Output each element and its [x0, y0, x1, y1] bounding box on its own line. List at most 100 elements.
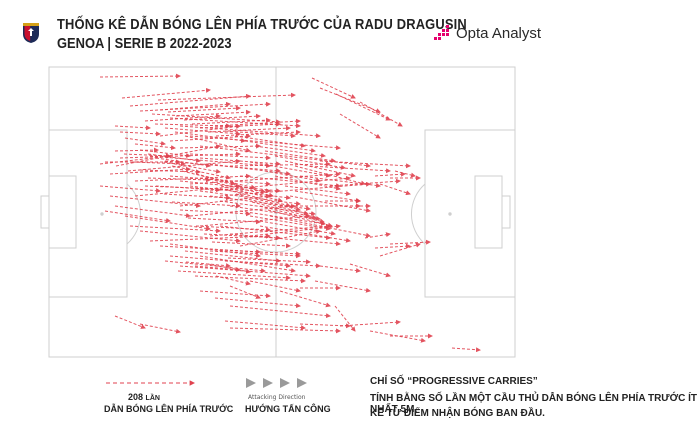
carry-arrow	[339, 113, 381, 139]
carry-arrow	[167, 105, 241, 113]
direction-label-en: Attacking Direction	[248, 394, 306, 401]
carry-arrow	[219, 249, 301, 257]
carry-arrow	[164, 127, 241, 137]
direction-label-vi: HƯỚNG TẤN CÔNG	[245, 404, 331, 414]
carry-arrow	[211, 241, 291, 249]
carry-arrow	[207, 125, 291, 133]
carry-arrow	[199, 213, 311, 227]
carry-arrow	[203, 233, 281, 241]
carry-arrow	[129, 93, 251, 107]
carry-arrow	[259, 205, 325, 224]
carry-arrow	[249, 223, 341, 237]
carry-arrow	[139, 169, 201, 175]
carry-arrow	[394, 170, 416, 178]
carry-arrow	[169, 243, 261, 258]
carry-arrow	[374, 171, 406, 177]
note-line-2: KỂ TỪ ĐIỂM NHẬN BÓNG BAN ĐẦU.	[370, 408, 545, 419]
carry-arrow	[175, 109, 251, 117]
carry-arrow	[215, 129, 301, 137]
carry-arrow	[379, 183, 411, 196]
carry-arrow	[244, 140, 316, 153]
carry-arrow	[114, 315, 146, 329]
carry-arrow	[184, 135, 251, 153]
carry-arrow	[299, 323, 351, 329]
carry-arrow	[199, 157, 281, 167]
carry-arrow	[149, 233, 271, 242]
carry-arrow	[179, 209, 251, 217]
carry-arrow	[163, 161, 221, 174]
carry-arrow	[139, 230, 241, 244]
carry-arrow	[284, 160, 356, 178]
carry-arrow	[224, 320, 306, 331]
carry-arrow	[114, 205, 191, 218]
carry-arrow	[194, 265, 241, 273]
carry-arrow	[235, 193, 301, 212]
carry-arrow	[374, 243, 411, 249]
carry-count: 208 LẦN	[128, 392, 160, 402]
carry-arrow	[224, 260, 321, 269]
carry-arrow	[451, 347, 481, 353]
carry-arrow	[147, 153, 201, 163]
carry-arrow	[335, 93, 391, 121]
carry-arrow	[199, 290, 271, 299]
carry-arrow	[319, 265, 361, 273]
carry-arrow	[119, 131, 161, 137]
carry-arrow	[259, 220, 336, 236]
carry-arrow	[259, 225, 351, 243]
carry-arrow	[229, 233, 341, 247]
carry-arrow	[189, 135, 341, 151]
carry-arrow	[243, 197, 309, 216]
carry-arrow	[199, 190, 301, 206]
carry-arrow	[251, 201, 317, 220]
carry-arrow	[157, 92, 296, 101]
page-subtitle: GENOA | SERIE B 2022-2023	[57, 35, 232, 52]
carry-arrow	[169, 133, 251, 142]
carry-arrow	[214, 118, 301, 127]
carry-arrow	[239, 175, 341, 189]
carry-arrow	[199, 255, 296, 273]
carry-arrow	[139, 149, 191, 159]
carry-arrow	[204, 177, 266, 194]
carry-arrow	[189, 153, 271, 161]
carry-arrow	[163, 193, 231, 201]
carry-arrow	[104, 210, 171, 223]
carry-arrow	[264, 170, 321, 183]
carry-arrow	[227, 189, 291, 208]
carry-arrow	[219, 225, 331, 241]
carries-label: DẪN BÓNG LÊN PHÍA TRƯỚC	[104, 404, 234, 414]
carry-arrow	[267, 209, 333, 228]
carry-arrow	[124, 137, 166, 146]
carry-arrow	[187, 217, 261, 225]
carry-arrow	[194, 275, 306, 284]
carry-arrow	[99, 73, 181, 79]
carry-arrow	[229, 327, 341, 334]
carry-arrow	[379, 242, 421, 257]
carry-arrow	[185, 261, 231, 269]
carry-arrow	[274, 175, 341, 191]
carry-arrow	[184, 250, 281, 264]
carry-arrow	[359, 101, 403, 127]
carry-arrow	[171, 165, 231, 180]
carry-arrow	[119, 151, 241, 159]
carry-arrow	[215, 275, 251, 286]
carry-arrow	[249, 161, 331, 178]
carry-arrow	[199, 121, 281, 129]
carry-arrow	[109, 166, 191, 175]
carry-arrow	[234, 135, 306, 148]
carry-arrow	[209, 175, 351, 192]
carries-layer	[99, 73, 481, 353]
carry-count-value: 208	[128, 392, 144, 402]
carry-arrow	[144, 113, 221, 122]
legend-carry-arrow	[106, 380, 196, 386]
carry-arrow	[131, 161, 186, 167]
carry-arrow	[114, 147, 159, 153]
carry-arrow	[319, 87, 381, 113]
carry-arrow	[129, 225, 221, 234]
carry-arrow	[220, 185, 283, 203]
carry-arrow	[164, 260, 266, 274]
opta-brand-text: Opta Analyst	[456, 24, 542, 42]
pitch-lines	[40, 66, 516, 358]
carry-arrow	[239, 210, 326, 226]
carry-arrow	[154, 123, 231, 129]
carry-arrow	[254, 145, 326, 158]
